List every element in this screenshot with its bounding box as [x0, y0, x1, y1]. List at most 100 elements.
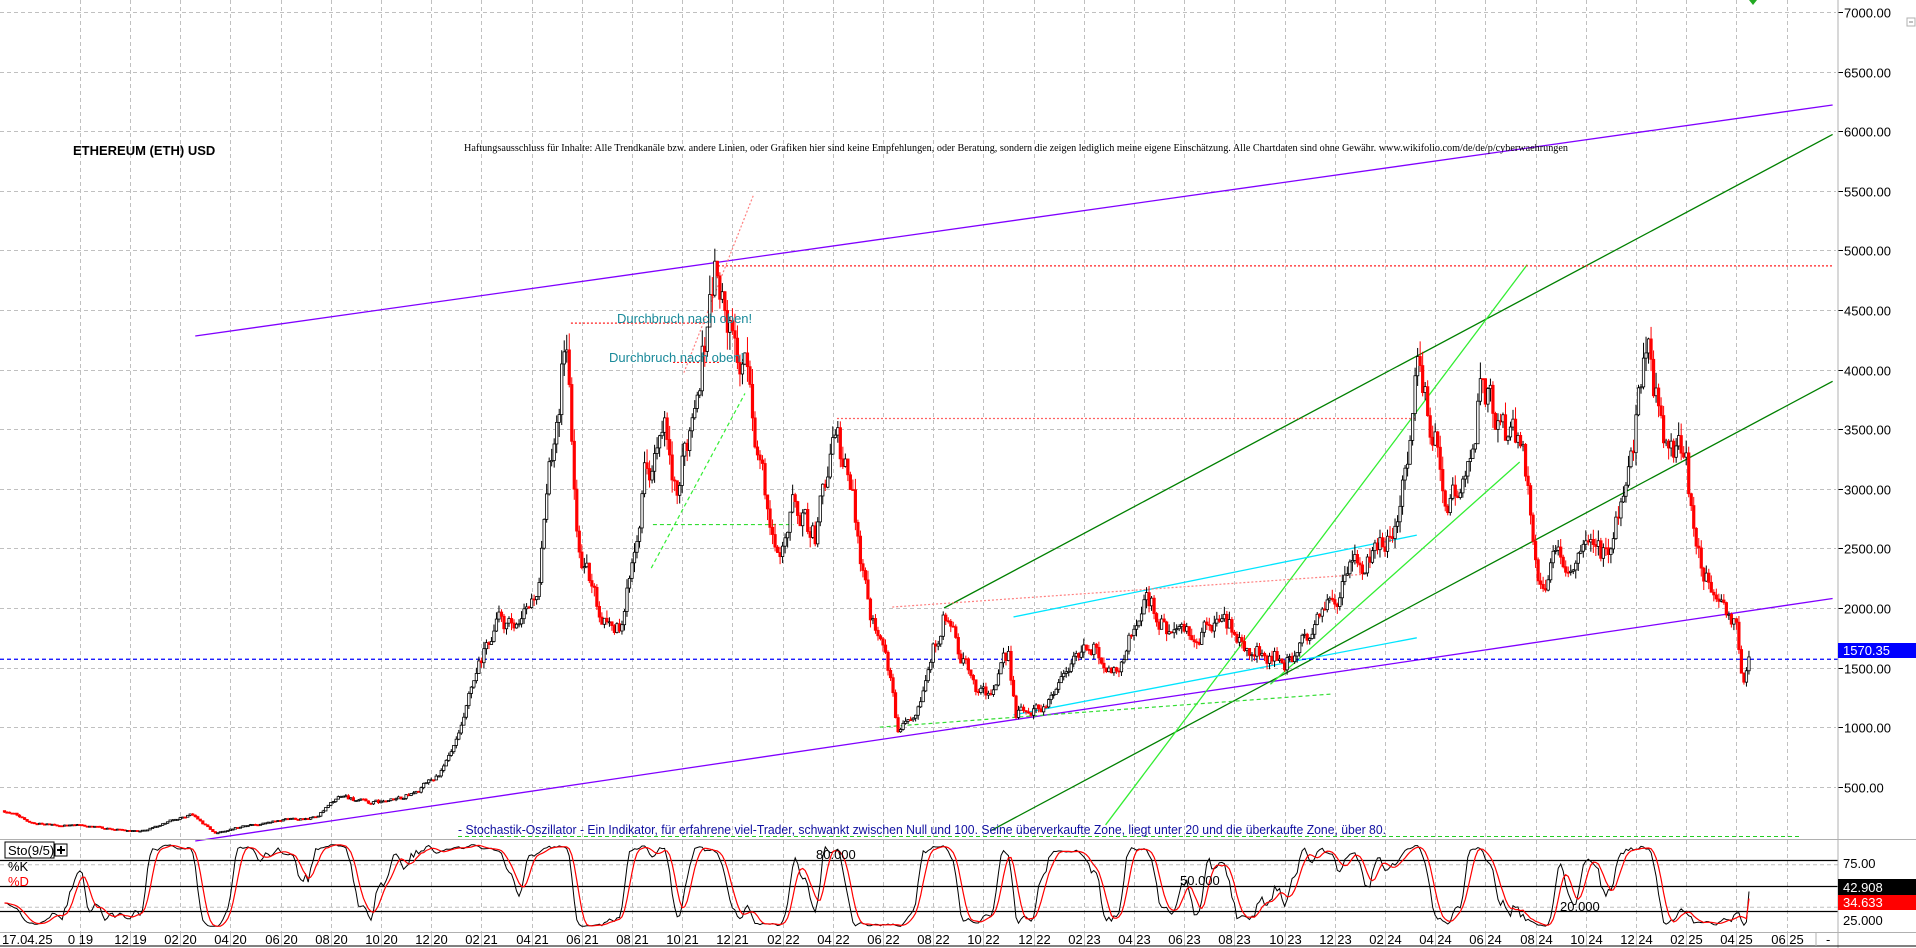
candle — [956, 637, 960, 655]
candle — [1473, 443, 1477, 450]
candle — [620, 624, 624, 632]
candle — [434, 775, 438, 781]
date-tick-label: 10 21 — [666, 932, 699, 947]
candle — [775, 546, 780, 553]
candle — [700, 345, 704, 392]
candle — [542, 518, 546, 549]
candle — [1009, 650, 1013, 681]
candle — [105, 827, 110, 830]
indicator-label-box[interactable] — [4, 841, 55, 859]
candle — [660, 431, 664, 437]
candle — [519, 618, 524, 625]
candle — [1104, 667, 1108, 673]
candle — [1664, 440, 1668, 444]
trend-line-light-green-fan-1[interactable] — [1105, 264, 1528, 826]
trend-line-light-green-fan-2[interactable] — [1269, 461, 1521, 685]
candle — [1604, 547, 1608, 550]
candle — [1674, 445, 1678, 458]
candle — [1172, 629, 1176, 634]
level-80-label: 80.000 — [816, 847, 856, 862]
date-tick-label: 02 25 — [1670, 932, 1703, 947]
candle — [88, 825, 92, 828]
collapse-pane-icon[interactable] — [1906, 17, 1916, 27]
candle — [650, 470, 654, 481]
candle — [150, 827, 155, 830]
candle — [63, 824, 67, 827]
candle — [1611, 538, 1616, 550]
candle — [1215, 618, 1219, 624]
candle — [969, 669, 973, 676]
candle — [68, 824, 72, 827]
candle — [148, 827, 152, 831]
candle — [464, 705, 468, 718]
candle — [748, 366, 752, 385]
candle — [1227, 619, 1231, 629]
candle — [1418, 356, 1422, 366]
candle — [70, 824, 74, 827]
candle — [640, 493, 644, 529]
candle — [1496, 420, 1500, 430]
candle — [1739, 649, 1744, 674]
candle — [773, 534, 777, 548]
candle — [1162, 618, 1166, 623]
candle — [1310, 633, 1314, 639]
trend-lines[interactable] — [0, 104, 1838, 842]
candle — [381, 800, 386, 803]
candle — [1631, 450, 1636, 454]
candle — [497, 611, 501, 620]
candle — [183, 816, 187, 819]
candle — [15, 812, 19, 816]
trend-line-light-green-diag-2021[interactable] — [650, 393, 746, 569]
candle — [1498, 420, 1503, 423]
candle — [236, 827, 240, 829]
candle — [1157, 621, 1161, 630]
candle — [919, 701, 923, 708]
candle — [1727, 613, 1731, 616]
candle — [1541, 583, 1545, 589]
candle — [168, 819, 172, 823]
trend-line-upper-channel-purple[interactable] — [195, 104, 1833, 337]
candle — [331, 801, 335, 803]
trend-line-lower-channel-green[interactable] — [989, 380, 1833, 832]
date-tick-label: 04 25 — [1720, 932, 1753, 947]
trend-line-lower-channel-purple[interactable] — [195, 597, 1833, 842]
candle — [562, 351, 566, 365]
trend-line-cyan-upper[interactable] — [1013, 534, 1417, 618]
candle — [1546, 579, 1550, 591]
candle — [128, 830, 132, 832]
candle — [1358, 562, 1362, 566]
candle — [600, 616, 604, 625]
candle — [550, 460, 554, 463]
candle — [321, 810, 325, 813]
trend-line-support-green-2022[interactable] — [879, 693, 1332, 728]
candle — [459, 724, 463, 734]
trend-line-pink-line-2022[interactable] — [892, 573, 1368, 608]
candle — [1523, 443, 1528, 477]
trend-line-cyan-lower[interactable] — [1013, 637, 1417, 716]
candle — [198, 818, 202, 822]
candle — [1052, 693, 1056, 696]
candle — [555, 421, 559, 445]
candle — [5, 811, 9, 814]
candle — [20, 816, 24, 819]
candle — [211, 829, 215, 833]
breakout-annotation-1: Durchbruch nach oben! — [617, 311, 752, 326]
candle — [1651, 358, 1656, 397]
candle — [1742, 672, 1746, 683]
candle — [1556, 546, 1560, 551]
candle — [442, 765, 446, 771]
indicator-label: Sto(9/5) — [8, 843, 54, 858]
candle — [652, 453, 657, 472]
candle — [35, 823, 39, 826]
candle — [33, 822, 37, 825]
candle — [268, 821, 273, 824]
candle — [1416, 356, 1420, 377]
candle — [281, 819, 285, 822]
trend-line-upper-channel-green[interactable] — [943, 133, 1833, 609]
candle — [306, 818, 310, 820]
candle — [286, 818, 290, 821]
stochastic-oscillator-pane — [0, 844, 1838, 927]
plus-box-icon[interactable] — [54, 843, 68, 857]
candle — [1513, 418, 1518, 443]
